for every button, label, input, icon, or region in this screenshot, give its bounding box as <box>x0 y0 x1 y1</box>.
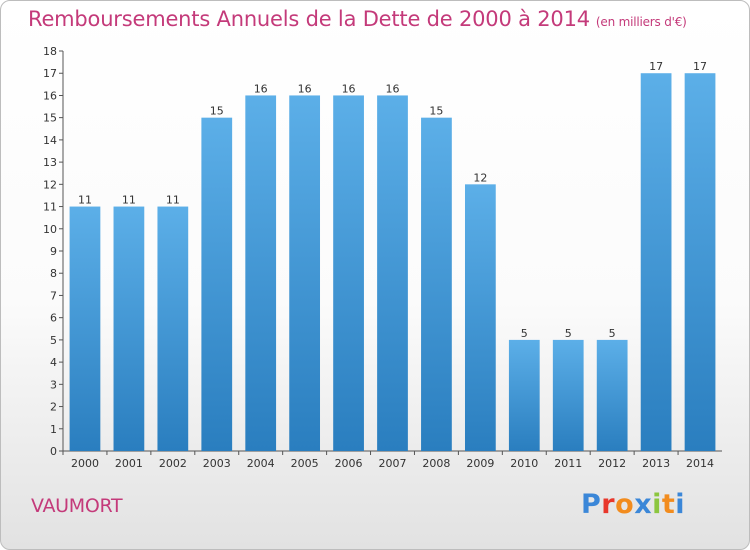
data-label: 5 <box>565 327 572 340</box>
logo-letter: i <box>675 489 686 520</box>
data-label: 16 <box>386 82 400 95</box>
x-tick-label: 2009 <box>466 457 494 470</box>
x-tick-label: 2001 <box>115 457 143 470</box>
x-tick-label: 2004 <box>247 457 275 470</box>
y-tick-label: 9 <box>50 245 57 258</box>
x-tick-label: 2007 <box>379 457 407 470</box>
data-label: 16 <box>254 82 268 95</box>
x-tick-label: 2014 <box>686 457 714 470</box>
proxiti-logo: Proxiti <box>581 489 685 520</box>
bar <box>640 73 672 451</box>
y-tick-label: 10 <box>43 223 57 236</box>
data-labels: 11 11 11 15 16 16 16 16 15 12 5 5 5 17 17 <box>78 60 707 340</box>
bar <box>552 339 584 451</box>
y-tick-label: 13 <box>43 156 57 169</box>
bar <box>684 73 716 451</box>
x-tick-label: 2000 <box>71 457 99 470</box>
y-tick-label: 8 <box>50 267 57 280</box>
x-tick-label: 2002 <box>159 457 187 470</box>
data-label: 11 <box>166 194 180 207</box>
logo-letter: r <box>601 489 616 520</box>
y-tick-label: 2 <box>50 401 57 414</box>
bar <box>421 117 452 452</box>
bar <box>464 184 496 452</box>
x-tick-label: 2011 <box>554 457 582 470</box>
y-tick-label: 6 <box>50 312 57 325</box>
data-label: 16 <box>342 82 356 95</box>
x-tick-label: 2008 <box>422 457 450 470</box>
data-label: 15 <box>210 105 224 118</box>
y-tick-label: 0 <box>50 445 57 458</box>
y-tick-label: 7 <box>50 289 57 302</box>
x-tick-label: 2006 <box>335 457 363 470</box>
x-tick-label: 2010 <box>510 457 538 470</box>
unit-note: (en milliers d'€) <box>595 15 687 29</box>
bar <box>596 339 628 451</box>
logo-letter: o <box>615 489 635 520</box>
y-tick-label: 11 <box>43 201 57 214</box>
data-label: 11 <box>122 194 136 207</box>
y-tick-label: 16 <box>43 89 57 102</box>
x-tick-label: 2013 <box>642 457 670 470</box>
y-tick-label: 15 <box>43 112 57 125</box>
data-label: 15 <box>429 105 443 118</box>
data-label: 11 <box>78 194 92 207</box>
bar <box>157 206 189 451</box>
logo-letter: t <box>661 489 676 520</box>
y-tick-label: 18 <box>43 45 57 58</box>
x-tick-label: 2012 <box>598 457 626 470</box>
bar <box>201 117 233 452</box>
commune-name: VAUMORT <box>31 495 123 517</box>
y-tick-label: 12 <box>43 178 57 191</box>
bar <box>377 95 408 451</box>
data-label: 17 <box>693 60 707 73</box>
y-tick-label: 17 <box>43 67 57 80</box>
y-tick-label: 4 <box>50 356 57 369</box>
data-label: 17 <box>649 60 663 73</box>
data-label: 12 <box>473 171 487 184</box>
bar <box>245 95 277 451</box>
chart-title: Remboursements Annuels de la Dette de 20… <box>28 7 687 31</box>
bar <box>289 95 321 451</box>
y-tick-label: 1 <box>50 423 57 436</box>
data-label: 16 <box>298 82 312 95</box>
y-tick-label: 3 <box>50 378 57 391</box>
x-tick-label: 2005 <box>291 457 319 470</box>
x-tick-label: 2003 <box>203 457 231 470</box>
bar <box>69 206 101 451</box>
y-tick-label: 5 <box>50 334 57 347</box>
logo-letter: P <box>581 489 602 520</box>
data-label: 5 <box>521 327 528 340</box>
y-tick-label: 14 <box>43 134 57 147</box>
data-label: 5 <box>609 327 616 340</box>
bar <box>508 339 540 451</box>
logo-letter: i <box>652 489 662 520</box>
logo-letter: x <box>634 489 653 520</box>
bar <box>113 206 145 451</box>
bar <box>333 95 364 451</box>
title-text: Remboursements Annuels de la Dette de 20… <box>28 7 590 31</box>
bars <box>69 73 716 452</box>
